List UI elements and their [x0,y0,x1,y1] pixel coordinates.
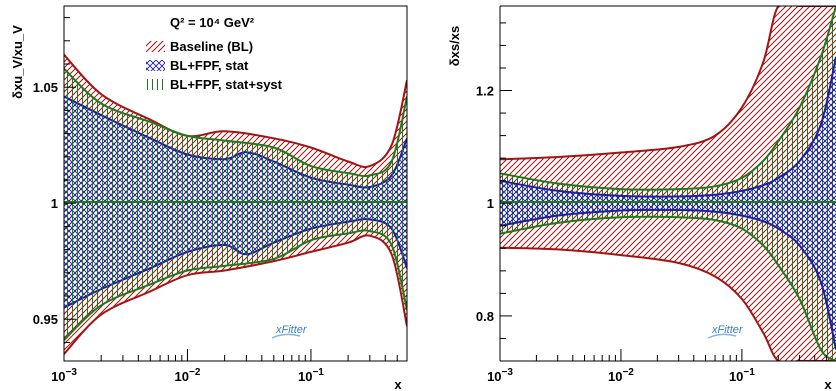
ylabel-right: δxs/xs [447,26,462,66]
legend-entry-baseline: Baseline (BL) [146,39,253,54]
band-lower-edge-left-baseline-bl [64,234,407,355]
svg-text:xFitter: xFitter [711,324,744,336]
band-upper-edge-left-bl-fpf-stat-syst [64,67,407,178]
xfitter-logo-right: xFitter [707,324,744,339]
legend-entry-statsyst: BL+FPF, stat+syst [146,77,283,92]
y-tick-label: 0.95 [33,312,58,327]
legend-label-statsyst: BL+FPF, stat+syst [170,77,283,92]
ticks-right: 0.8 1 1.2 10−3 10−2 10−1 [476,22,827,384]
y-tick-label: 1 [51,196,58,211]
xfitter-logo-left: xFitter [271,324,308,339]
legend-label-stat: BL+FPF, stat [170,58,249,73]
band-lower-edge-left-bl-fpf-stat-syst [64,229,407,341]
legend-entry-stat: BL+FPF, stat [146,58,249,73]
xlabel-right: x [824,377,832,391]
bands-right [500,6,836,361]
band-upper-edge-right-baseline-bl [500,6,836,161]
y-tick-label: 0.8 [476,309,494,324]
x-tick-label: 10−2 [175,367,201,384]
legend: Q² = 10⁴ GeV² Baseline (BL) BL+FPF, stat… [146,15,283,92]
band-right-bl-fpf-stat [500,56,836,350]
panel-left: 0.95 1 1.05 10−3 10−2 10−1 δxu_V/xu_V x Q² = … [10,5,408,391]
ylabel-left: δxu_V/xu_V [10,25,25,99]
band-left-bl-fpf-stat-syst [64,68,407,341]
y-tick-label: 1.05 [33,80,58,95]
band-lower-edge-right-bl-fpf-stat [500,208,836,350]
legend-swatch-stat [146,60,165,71]
x-tick-label: 10−2 [608,367,634,384]
x-tick-label: 10−1 [298,367,324,384]
band-upper-edge-left-baseline-bl [64,54,407,168]
ticks-left: 0.95 1 1.05 10−3 10−2 10−1 [33,17,398,384]
legend-title: Q² = 10⁴ GeV² [170,15,255,30]
band-upper-edge-right-bl-fpf-stat-syst [500,6,836,191]
plot-frame-left [63,5,408,362]
y-tick-label: 1 [487,196,494,211]
x-tick-label: 10−3 [487,367,513,384]
y-tick-label: 1.2 [476,84,494,99]
xlabel-left: x [394,377,402,391]
band-right-baseline-bl [500,6,836,361]
band-lower-edge-right-bl-fpf-stat-syst [500,215,836,361]
band-upper-edge-right-bl-fpf-stat [500,56,836,198]
band-lower-edge-right-baseline-bl [500,246,836,361]
bands-left [64,54,407,355]
legend-swatch-baseline [146,41,165,52]
x-tick-label: 10−3 [51,367,77,384]
panel-right: 0.8 1 1.2 10−3 10−2 10−1 δxs/xs x xFitter [447,5,836,391]
legend-swatch-statsyst [146,79,165,90]
svg-text:xFitter: xFitter [275,324,308,336]
legend-label-baseline: Baseline (BL) [170,39,253,54]
x-tick-label: 10−1 [729,367,755,384]
